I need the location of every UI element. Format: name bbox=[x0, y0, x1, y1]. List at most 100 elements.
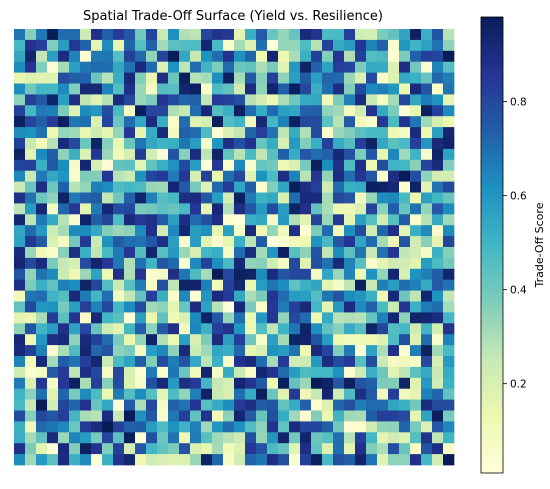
heatmap-cell bbox=[399, 356, 411, 368]
heatmap-cell bbox=[245, 247, 257, 259]
heatmap-cell bbox=[377, 279, 389, 291]
heatmap-cell bbox=[14, 399, 26, 411]
heatmap-cell bbox=[278, 366, 290, 379]
heatmap-cell bbox=[300, 290, 312, 302]
heatmap-cell bbox=[289, 148, 301, 161]
heatmap-cell bbox=[113, 290, 125, 302]
heatmap-cell bbox=[91, 279, 103, 291]
heatmap-cell bbox=[399, 72, 411, 84]
heatmap-cell bbox=[333, 377, 345, 390]
heatmap-cell bbox=[179, 203, 191, 215]
heatmap-cell bbox=[300, 323, 312, 335]
heatmap-cell bbox=[223, 50, 235, 63]
heatmap-cell bbox=[25, 410, 37, 422]
heatmap-cell bbox=[421, 312, 433, 324]
heatmap-cell bbox=[69, 366, 81, 379]
heatmap-cell bbox=[168, 388, 180, 400]
heatmap-cell bbox=[377, 236, 389, 248]
heatmap-cell bbox=[113, 279, 125, 291]
heatmap-cell bbox=[399, 268, 411, 281]
heatmap-cell bbox=[377, 443, 389, 455]
heatmap-cell bbox=[234, 268, 246, 281]
heatmap-cell bbox=[168, 170, 180, 182]
heatmap-cell bbox=[14, 148, 26, 161]
heatmap-cell bbox=[344, 116, 356, 128]
heatmap-cell bbox=[168, 61, 180, 73]
heatmap-cell bbox=[135, 345, 147, 357]
heatmap-cell bbox=[333, 268, 345, 281]
heatmap-cell bbox=[333, 312, 345, 324]
heatmap-cell bbox=[311, 116, 323, 128]
heatmap-cell bbox=[267, 29, 279, 41]
heatmap-cell bbox=[135, 105, 147, 117]
heatmap-cell bbox=[377, 203, 389, 215]
heatmap-cell bbox=[146, 454, 158, 466]
heatmap-cell bbox=[388, 29, 400, 41]
heatmap-cell bbox=[267, 247, 279, 259]
heatmap-cell bbox=[322, 72, 334, 84]
heatmap-cell bbox=[267, 39, 279, 52]
heatmap-cell bbox=[311, 127, 323, 139]
heatmap-cell bbox=[399, 290, 411, 302]
heatmap-cell bbox=[355, 410, 367, 422]
heatmap-cell bbox=[234, 356, 246, 368]
heatmap-cell bbox=[212, 138, 224, 150]
heatmap-cell bbox=[355, 148, 367, 161]
heatmap-cell bbox=[190, 29, 202, 41]
heatmap-cell bbox=[344, 377, 356, 390]
heatmap-cell bbox=[14, 138, 26, 150]
heatmap-cell bbox=[190, 290, 202, 302]
heatmap-cell bbox=[432, 257, 444, 270]
heatmap-cell bbox=[366, 170, 378, 182]
heatmap-cell bbox=[256, 83, 268, 95]
heatmap-cell bbox=[179, 290, 191, 302]
heatmap-cell bbox=[377, 323, 389, 335]
heatmap-cell bbox=[157, 345, 169, 357]
heatmap-cell bbox=[80, 116, 92, 128]
heatmap-cell bbox=[300, 83, 312, 95]
colorbar bbox=[480, 16, 504, 474]
heatmap-cell bbox=[25, 72, 37, 84]
heatmap-cell bbox=[267, 236, 279, 248]
heatmap-cell bbox=[58, 334, 70, 346]
heatmap-cell bbox=[58, 83, 70, 95]
heatmap-cell bbox=[256, 323, 268, 335]
heatmap-cell bbox=[102, 105, 114, 117]
heatmap-cell bbox=[102, 399, 114, 411]
heatmap-cell bbox=[410, 301, 422, 313]
heatmap-cell bbox=[47, 290, 59, 302]
heatmap-cell bbox=[190, 312, 202, 324]
heatmap-cell bbox=[25, 301, 37, 313]
heatmap-cell bbox=[377, 83, 389, 95]
heatmap-cell bbox=[36, 301, 48, 313]
heatmap-cell bbox=[102, 159, 114, 172]
heatmap-cell bbox=[124, 170, 136, 182]
heatmap-cell bbox=[366, 268, 378, 281]
heatmap-cell bbox=[157, 192, 169, 204]
heatmap-cell bbox=[223, 94, 235, 106]
heatmap-cell bbox=[47, 410, 59, 422]
heatmap-cell bbox=[47, 170, 59, 182]
heatmap-cell bbox=[113, 192, 125, 204]
heatmap-cell bbox=[36, 268, 48, 281]
heatmap-cell bbox=[212, 94, 224, 106]
heatmap-cell bbox=[135, 312, 147, 324]
heatmap-cell bbox=[223, 61, 235, 73]
heatmap-cell bbox=[443, 39, 455, 52]
heatmap-cell bbox=[157, 159, 169, 172]
heatmap-cell bbox=[14, 323, 26, 335]
heatmap-cell bbox=[300, 247, 312, 259]
heatmap-cell bbox=[399, 29, 411, 41]
heatmap-cell bbox=[168, 192, 180, 204]
heatmap-cell bbox=[388, 334, 400, 346]
heatmap-cell bbox=[47, 192, 59, 204]
heatmap-cell bbox=[432, 345, 444, 357]
heatmap-cell bbox=[80, 83, 92, 95]
heatmap-cell bbox=[421, 366, 433, 379]
heatmap-cell bbox=[47, 83, 59, 95]
heatmap-cell bbox=[256, 366, 268, 379]
heatmap-cell bbox=[201, 39, 213, 52]
heatmap-cell bbox=[278, 72, 290, 84]
heatmap-cell bbox=[179, 127, 191, 139]
heatmap-cell bbox=[245, 72, 257, 84]
